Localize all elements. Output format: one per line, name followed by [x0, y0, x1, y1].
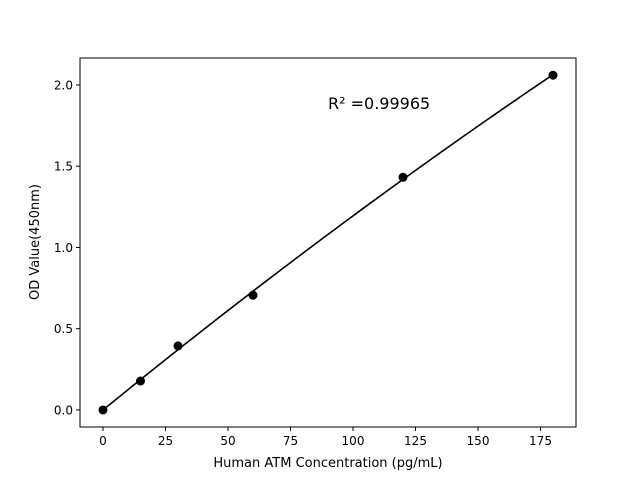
data-point: [398, 172, 408, 182]
x-tick-label: 0: [99, 434, 107, 448]
y-tick-label: 1.0: [54, 241, 73, 255]
r-squared-annotation: R² =0.99965: [328, 94, 430, 113]
x-tick-label: 100: [342, 434, 365, 448]
data-point: [173, 341, 183, 351]
fit-line: [102, 73, 554, 411]
x-tick-label: 75: [283, 434, 298, 448]
y-tick-label: 2.0: [54, 78, 73, 92]
x-tick-label: 25: [158, 434, 173, 448]
y-tick-label: 0.5: [54, 322, 73, 336]
x-tick-label: 125: [404, 434, 427, 448]
y-tick-label: 0.0: [54, 403, 73, 417]
x-tick-label: 175: [529, 434, 552, 448]
plot-frame: [79, 57, 577, 428]
y-axis-label: OD Value(450nm): [28, 184, 43, 300]
x-axis-label: Human ATM Concentration (pg/mL): [213, 456, 442, 471]
x-tick-label: 150: [467, 434, 490, 448]
y-tick-label: 1.5: [54, 160, 73, 174]
data-point: [248, 290, 258, 300]
data-point: [98, 405, 108, 415]
data-point: [136, 376, 145, 386]
data-point: [548, 70, 558, 80]
x-tick-label: 50: [220, 434, 235, 448]
